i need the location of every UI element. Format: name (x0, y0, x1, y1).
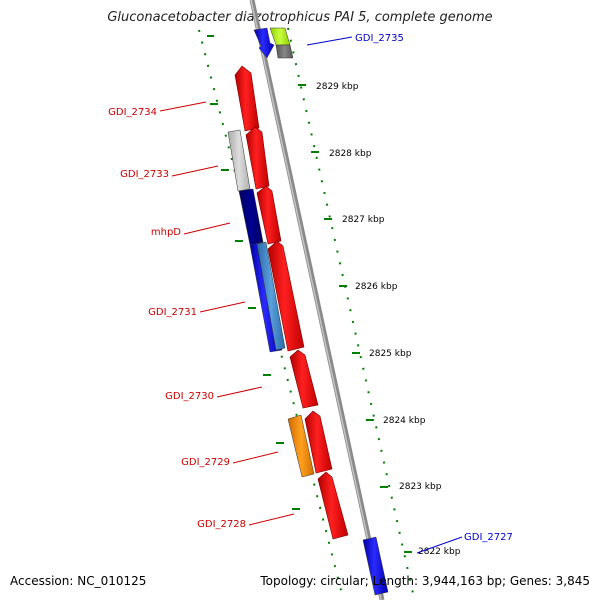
map-title: Gluconacetobacter diazotrophicus PAI 5, … (107, 10, 493, 25)
gene-GDI_2733-block[interactable] (227, 129, 251, 192)
gene-label-GDI_2730[interactable]: GDI_2730 (165, 391, 214, 402)
gene-GDI_2727-arrow[interactable] (362, 536, 389, 596)
gene-lime-block[interactable] (269, 27, 291, 46)
gene-label-GDI_2733[interactable]: GDI_2733 (120, 169, 169, 180)
scale-label-2828: 2828 kbp (329, 149, 372, 159)
gene-GDI_2729-arrow[interactable] (304, 410, 333, 474)
gene-label-GDI_2729[interactable]: GDI_2729 (181, 457, 230, 468)
gene-GDI_2733-arrow[interactable] (245, 126, 270, 190)
scale-label-2827: 2827 kbp (342, 215, 385, 225)
gene-label-GDI_2735[interactable]: GDI_2735 (355, 33, 404, 44)
left-label-leaders (159, 101, 295, 526)
gene-GDI_2731-block-b[interactable] (256, 241, 286, 351)
inner-gene-track (227, 129, 315, 478)
right-label-leaders (306, 36, 463, 554)
outer-dotted-guide (287, 27, 415, 599)
gene-label-mhpD[interactable]: mhpD (151, 227, 181, 238)
topology-label: Topology: circular; Length: 3,944,163 bp… (260, 574, 590, 588)
accession-label: Accession: NC_010125 (10, 574, 147, 588)
inner-ticks (207, 35, 300, 510)
genome-backbone-highlight (250, 0, 382, 600)
genome-backbone (249, 0, 385, 600)
scale-label-2824: 2824 kbp (383, 416, 426, 426)
gene-label-GDI_2734[interactable]: GDI_2734 (108, 107, 157, 118)
scale-ticks (298, 84, 412, 553)
gene-GDI_2731-arrow[interactable] (267, 240, 305, 352)
gene-GDI_2734-arrow[interactable] (234, 65, 260, 132)
forward-gene-track (234, 65, 349, 540)
gene-mhpD-arrow[interactable] (256, 185, 282, 245)
inner-dotted-guide (198, 29, 344, 599)
scale-label-2826: 2826 kbp (355, 282, 398, 292)
scale-label-2825: 2825 kbp (369, 349, 412, 359)
gene-gray-block[interactable] (275, 44, 294, 59)
gene-label-GDI_2731[interactable]: GDI_2731 (148, 307, 197, 318)
gene-GDI_2730-arrow[interactable] (289, 349, 319, 409)
top-gene-cluster (253, 27, 389, 596)
gene-GDI_2728-arrow[interactable] (317, 471, 349, 540)
gene-GDI_2729-block[interactable] (287, 414, 315, 478)
gene-GDI_2735-arrow[interactable] (253, 27, 275, 59)
scale-label-2823: 2823 kbp (399, 482, 442, 492)
scale-label-2822: 2822 kbp (418, 547, 461, 557)
gene-label-GDI_2727[interactable]: GDI_2727 (464, 532, 513, 543)
gene-label-GDI_2728[interactable]: GDI_2728 (197, 519, 246, 530)
scale-label-2829: 2829 kbp (316, 82, 359, 92)
